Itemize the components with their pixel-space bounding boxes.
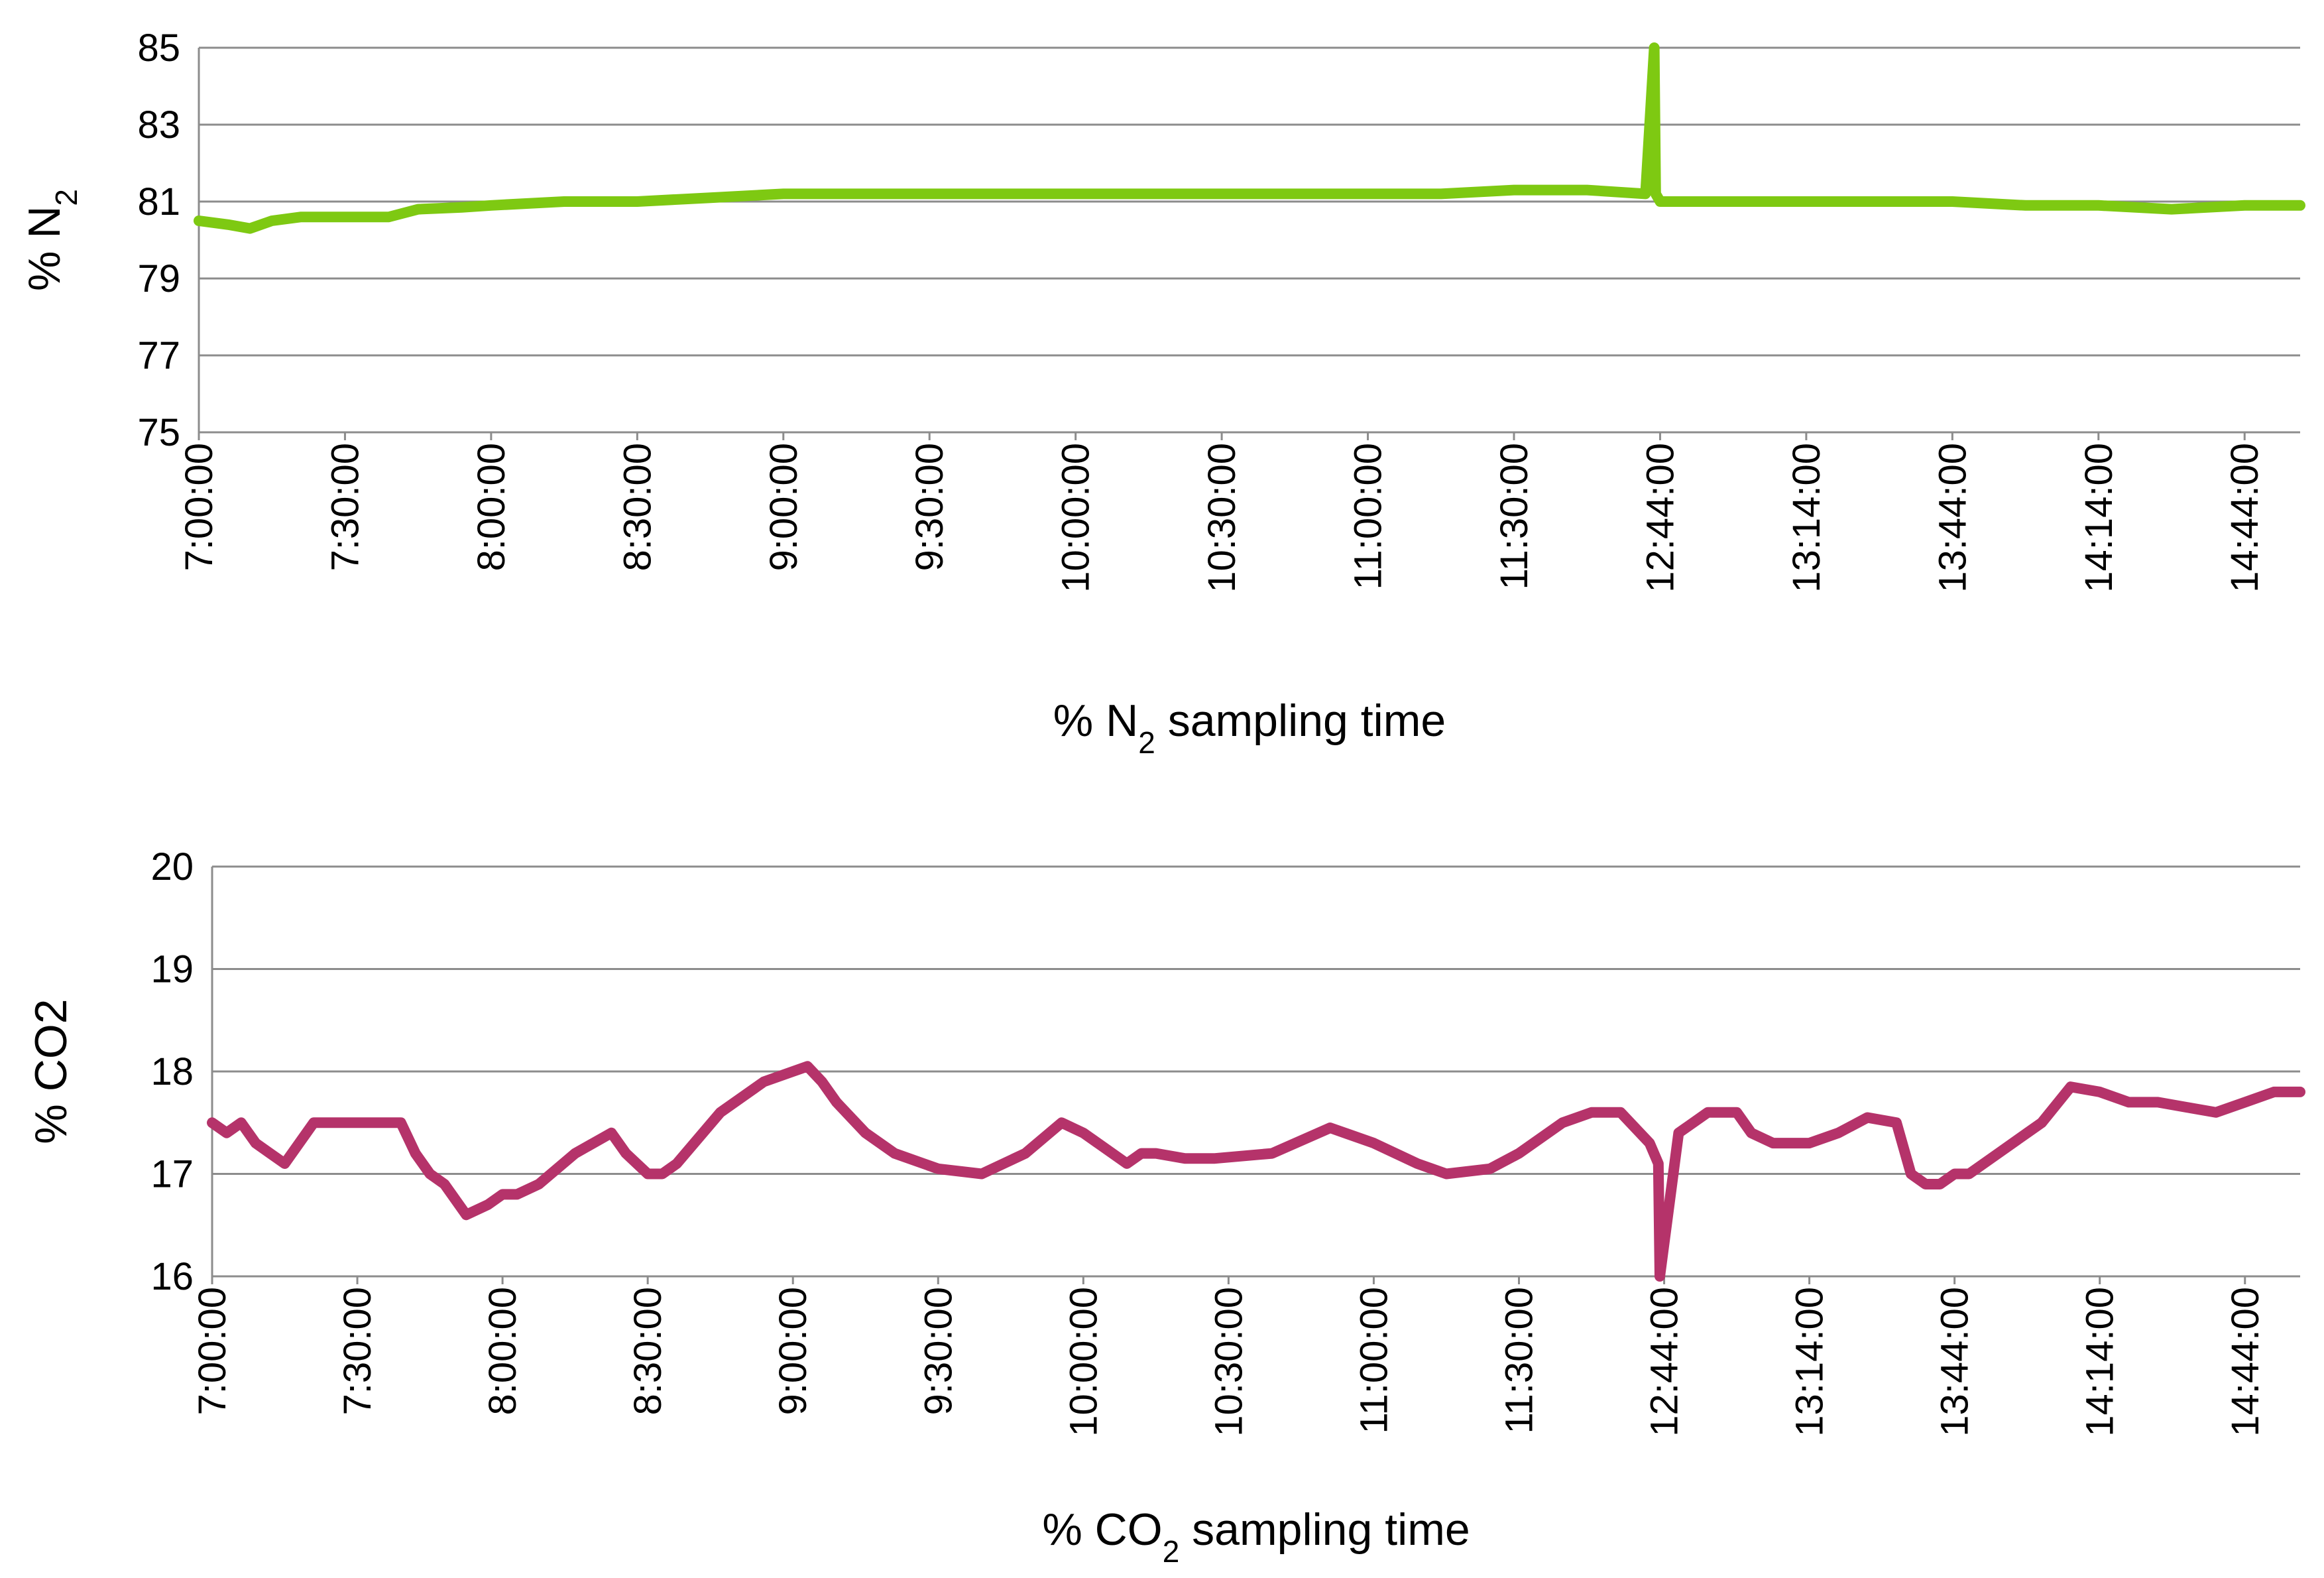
x-tick-label: 13:44:00 [1931, 443, 1974, 593]
x-tick-label: 11:30:00 [1497, 1287, 1540, 1433]
x-tick-label: 9:30:00 [908, 443, 951, 572]
x-tick-label: 7:00:00 [191, 1287, 234, 1416]
y-tick-label: 75 [137, 411, 180, 454]
data-series-line [194, 42, 2305, 234]
x-tick-label: 9:00:00 [772, 1287, 815, 1416]
x-tick-label: 11:00:00 [1347, 443, 1390, 589]
y-tick-label: 83 [137, 103, 180, 147]
y-tick-label: 16 [150, 1255, 194, 1298]
y-tick-label: 79 [137, 257, 180, 300]
x-tick-label: 7:00:00 [178, 443, 221, 572]
y-tick-label: 77 [137, 334, 180, 377]
x-axis-title: % CO2 sampling time [1042, 1504, 1470, 1569]
y-axis-title: % CO2 [26, 999, 76, 1144]
x-tick-label: 9:30:00 [917, 1287, 960, 1416]
x-tick-label: 14:14:00 [2079, 1287, 2122, 1437]
x-tick-label: 12:44:00 [1639, 443, 1682, 593]
y-tick-label: 18 [150, 1050, 194, 1093]
data-series-line [207, 1061, 2305, 1282]
x-tick-label: 14:44:00 [2224, 1287, 2267, 1437]
x-tick-label: 8:00:00 [470, 443, 513, 572]
x-tick-label: 10:00:00 [1062, 1287, 1105, 1437]
co2-chart: 16 17 18 19 20 7:00:00 7:30:00 8:00:00 8:30:00 9:… [26, 845, 2305, 1569]
y-tick-label: 85 [137, 27, 180, 70]
x-tick-label: 10:00:00 [1055, 443, 1098, 593]
x-tick-label: 7:30:00 [323, 443, 367, 572]
x-tick-label: 13:14:00 [1785, 443, 1828, 593]
x-tick-label: 14:44:00 [2223, 443, 2266, 593]
x-tick-label: 11:30:00 [1493, 443, 1536, 589]
x-tick-label: 7:30:00 [336, 1287, 379, 1416]
x-tick-label: 11:00:00 [1352, 1287, 1395, 1433]
x-axis-title: % N2 sampling time [1053, 696, 1446, 760]
x-tick-label: 8:30:00 [616, 443, 659, 572]
y-tick-label: 20 [150, 845, 194, 888]
x-tick-label: 8:00:00 [481, 1287, 524, 1416]
x-tick-label: 10:30:00 [1200, 443, 1244, 593]
n2-chart: 75 77 79 81 83 85 7:00:00 7:30:00 8:00:00 8:30:00… [19, 27, 2305, 760]
y-tick-label: 17 [150, 1153, 194, 1196]
x-tick-label: 10:30:00 [1207, 1287, 1250, 1437]
y-axis-title: % N2 [19, 189, 84, 291]
x-tick-label: 13:14:00 [1788, 1287, 1831, 1437]
y-tick-label: 81 [137, 180, 180, 223]
y-tick-label: 19 [150, 948, 194, 991]
x-tick-label: 12:44:00 [1643, 1287, 1686, 1437]
x-tick-label: 13:44:00 [1934, 1287, 1977, 1437]
x-tick-label: 9:00:00 [762, 443, 805, 572]
x-tick-label: 8:30:00 [626, 1287, 669, 1416]
x-tick-label: 14:14:00 [2077, 443, 2121, 593]
